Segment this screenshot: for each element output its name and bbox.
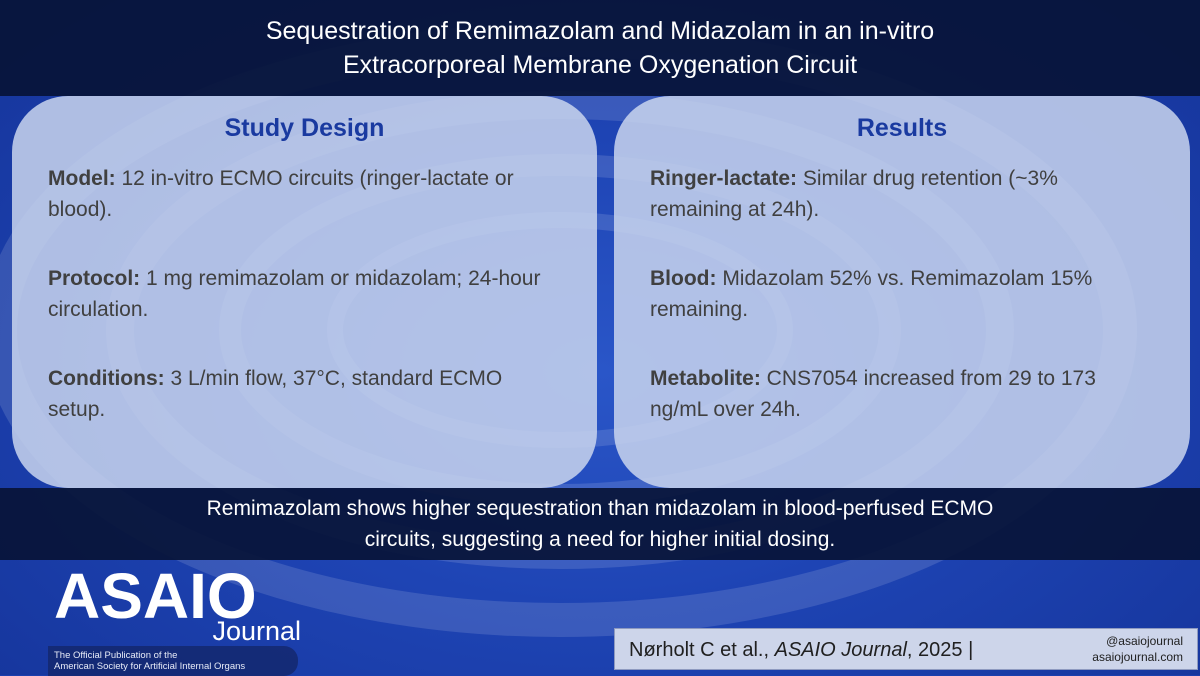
item-text: Similar drug retention (~3% remaining at…: [650, 167, 1058, 221]
results-item-metabolite: Metabolite: CNS7054 increased from 29 to…: [650, 363, 1154, 425]
citation-text: Nørholt C et al., ASAIO Journal, 2025 |: [629, 638, 973, 662]
citation-box: Nørholt C et al., ASAIO Journal, 2025 | …: [614, 628, 1198, 670]
logo-subtitle: Journal: [212, 616, 301, 646]
logo-tagline-line-2: American Society for Artificial Internal…: [54, 661, 246, 672]
results-item-ringer-lactate: Ringer-lactate: Similar drug retention (…: [650, 163, 1154, 225]
conclusion-banner: Remimazolam shows higher sequestration t…: [0, 488, 1200, 560]
twitter-handle[interactable]: @asaiojournal: [1106, 634, 1183, 648]
logo-tagline-line-1: The Official Publication of the: [54, 650, 178, 661]
item-label: Protocol:: [48, 267, 141, 290]
social-handles: @asaiojournal asaiojournal.com: [1092, 633, 1183, 665]
study-design-item-conditions: Conditions: 3 L/min flow, 37°C, standard…: [48, 363, 561, 425]
item-text: Midazolam 52% vs. Remimazolam 15% remain…: [650, 267, 1093, 321]
item-label: Conditions:: [48, 367, 165, 390]
page-title-line-1: Sequestration of Remimazolam and Midazol…: [265, 17, 935, 45]
title-banner: Sequestration of Remimazolam and Midazol…: [0, 0, 1200, 96]
logo-tagline: The Official Publication of the American…: [48, 646, 298, 676]
citation-authors: Nørholt C et al.,: [629, 639, 775, 661]
results-item-blood: Blood: Midazolam 52% vs. Remimazolam 15%…: [650, 263, 1154, 325]
item-text: 12 in-vitro ECMO circuits (ringer-lactat…: [48, 167, 514, 221]
conclusion-line-2: circuits, suggesting a need for higher i…: [364, 528, 836, 551]
study-design-item-model: Model: 12 in-vitro ECMO circuits (ringer…: [48, 163, 561, 225]
item-text: 1 mg remimazolam or midazolam; 24-hour c…: [48, 267, 541, 321]
logo-wordmark: ASAIO: [54, 560, 257, 632]
conclusion-line-1: Remimazolam shows higher sequestration t…: [206, 497, 994, 520]
item-label: Model:: [48, 167, 116, 190]
website-link[interactable]: asaiojournal.com: [1092, 650, 1183, 664]
item-text: CNS7054 increased from 29 to 173 ng/mL o…: [650, 367, 1096, 421]
item-label: Blood:: [650, 267, 717, 290]
study-design-heading: Study Design: [224, 114, 385, 142]
item-label: Ringer-lactate:: [650, 167, 798, 190]
item-label: Metabolite:: [650, 367, 761, 390]
study-design-item-protocol: Protocol: 1 mg remimazolam or midazolam;…: [48, 263, 561, 325]
asaio-logo: ASAIO Journal The Official Publication o…: [48, 560, 318, 676]
results-heading: Results: [856, 114, 948, 142]
item-text: 3 L/min flow, 37°C, standard ECMO setup.: [48, 367, 503, 421]
page-title-line-2: Extracorporeal Membrane Oxygenation Circ…: [342, 51, 858, 79]
results-card: Results Ringer-lactate: Similar drug ret…: [614, 96, 1190, 488]
study-design-card: Study Design Model: 12 in-vitro ECMO cir…: [12, 96, 597, 488]
citation-year: , 2025 |: [906, 639, 974, 661]
citation-journal: ASAIO Journal: [774, 639, 907, 661]
